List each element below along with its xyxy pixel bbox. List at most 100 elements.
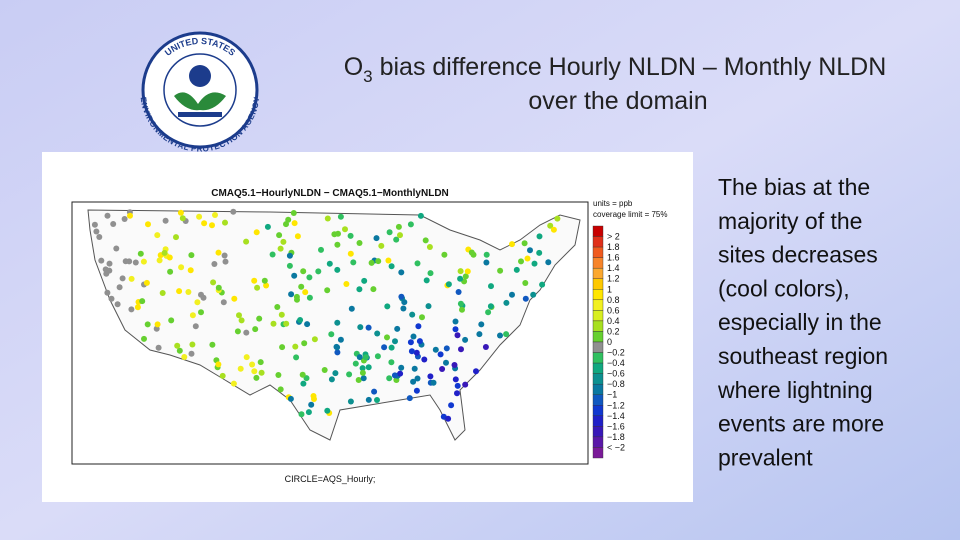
site-dot <box>318 246 324 253</box>
colorbar-label: 1.6 <box>607 253 620 263</box>
site-dot <box>342 226 348 233</box>
site-dot <box>113 245 120 252</box>
body-line: where lightning <box>717 377 873 403</box>
site-dot <box>437 351 444 358</box>
colorbar-label: −0.8 <box>607 379 625 389</box>
site-dot <box>385 257 392 264</box>
site-dot <box>346 371 353 378</box>
site-dot <box>192 323 199 330</box>
colorbar-swatch <box>592 310 604 322</box>
site-dot <box>93 228 100 235</box>
site-dot <box>337 336 344 343</box>
site-dot <box>411 365 418 372</box>
site-dot <box>215 361 222 368</box>
site-dot <box>378 242 385 249</box>
site-dot <box>294 233 301 240</box>
site-dot <box>305 409 312 416</box>
site-dot <box>291 272 298 279</box>
site-dot <box>103 270 110 277</box>
site-dot <box>279 344 286 351</box>
colorbar: > 21.81.61.41.210.80.60.40.20−0.2−0.4−0.… <box>592 225 625 459</box>
site-dot <box>334 319 341 326</box>
site-dot <box>326 260 333 267</box>
site-dot <box>359 369 366 376</box>
site-dot <box>451 362 458 368</box>
site-dot <box>189 341 196 348</box>
site-dot <box>140 258 147 265</box>
site-dot <box>457 300 464 307</box>
site-dot <box>119 275 126 282</box>
site-dot <box>116 284 123 291</box>
site-dot <box>290 210 297 216</box>
site-dot <box>410 333 417 340</box>
site-dot <box>155 344 162 351</box>
site-dot <box>299 371 306 378</box>
site-dot <box>293 293 300 300</box>
site-dot <box>104 212 111 219</box>
colorbar-label: > 2 <box>607 232 620 242</box>
site-dot <box>531 260 538 267</box>
site-dots <box>91 208 561 422</box>
site-dot <box>210 279 217 286</box>
colorbar-label: −0.4 <box>607 358 625 368</box>
site-dot <box>194 299 201 306</box>
site-dot <box>167 268 174 275</box>
site-dot <box>417 212 424 219</box>
site-dot <box>211 261 218 267</box>
site-dot <box>254 284 261 291</box>
colorbar-label: 1 <box>607 284 612 294</box>
site-dot <box>334 241 341 248</box>
site-dot <box>230 208 237 215</box>
site-dot <box>422 237 429 244</box>
site-dot <box>258 369 265 376</box>
site-dot <box>457 275 464 282</box>
site-dot <box>334 266 341 273</box>
site-dot <box>145 221 151 228</box>
site-dot <box>189 312 196 319</box>
site-dot <box>393 236 400 243</box>
site-dot <box>280 238 287 245</box>
site-dot <box>263 282 270 289</box>
site-dot <box>143 279 150 286</box>
site-dot <box>374 397 380 403</box>
site-dot <box>426 244 433 250</box>
site-dot <box>102 266 109 273</box>
site-dot <box>288 291 295 298</box>
site-dot <box>261 277 268 284</box>
site-dot <box>468 249 475 256</box>
site-dot <box>274 304 281 310</box>
site-dot <box>368 259 375 266</box>
site-dot <box>209 222 215 229</box>
site-dot <box>230 380 237 387</box>
site-dot <box>188 252 195 259</box>
logo-inner <box>163 53 237 127</box>
colorbar-swatch <box>592 278 604 290</box>
site-dot <box>243 354 250 361</box>
site-dot <box>292 343 299 350</box>
site-dot <box>348 305 355 312</box>
logo-ground <box>178 112 222 117</box>
body-line: especially in the <box>718 309 882 335</box>
site-dot <box>357 324 364 331</box>
site-dot <box>398 364 405 371</box>
site-dot <box>397 232 403 239</box>
site-dot <box>347 232 354 239</box>
logo-sun <box>189 65 211 87</box>
site-dot <box>196 213 203 220</box>
site-dot <box>311 336 318 343</box>
site-dot <box>445 415 452 422</box>
site-dot <box>448 402 455 409</box>
site-dot <box>308 401 315 408</box>
site-dot <box>126 258 133 265</box>
site-dot <box>156 257 163 264</box>
title-subscript: 3 <box>363 67 372 86</box>
site-dot <box>185 289 192 295</box>
colorbar-swatch <box>592 383 604 395</box>
body-line: events are more <box>718 411 884 437</box>
site-dot <box>421 356 428 363</box>
colorbar-label: 0.6 <box>607 305 620 315</box>
site-dot <box>536 249 543 256</box>
site-dot <box>527 247 533 254</box>
site-dot <box>386 375 393 382</box>
